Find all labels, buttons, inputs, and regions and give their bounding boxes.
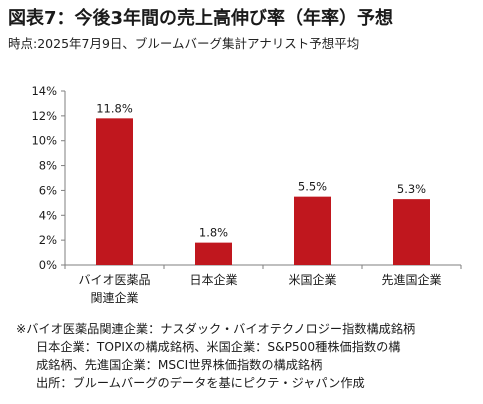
x-category-label: 米国企業 — [288, 272, 336, 287]
bar — [96, 118, 133, 265]
footnote-line: 出所：ブルームバーグのデータを基にピクテ・ジャパン作成 — [36, 376, 365, 390]
bar — [294, 196, 331, 265]
bar-value-label: 5.3% — [397, 182, 426, 196]
x-category-label: バイオ医薬品 — [78, 273, 150, 287]
bar-chart-svg: 0% 2% 4% 6% 8% 10% 12% 14% 11.8% バイオ医薬品関連企業 1.8% 日本… — [31, 84, 462, 305]
footnotes: ※バイオ医薬品関連企業：ナスダック・バイオテクノロジー指数構成銘柄 日本企業：T… — [16, 320, 478, 392]
y-tick-label: 0% — [39, 258, 57, 272]
chart-title: 図表7：今後3年間の売上高伸び率（年率）予想 — [8, 8, 394, 29]
y-tick-label: 8% — [39, 159, 57, 173]
footnote-line: 成銘柄、先進国企業：MSCI世界株価指数の構成銘柄 — [36, 358, 323, 372]
bar-chart: 0% 2% 4% 6% 8% 10% 12% 14% 11.8% バイオ医薬品 関連企業 1.8% 日本… — [8, 54, 474, 308]
chart-subtitle: 時点:2025年7月9日、ブルームバーグ集計アナリスト予想平均 — [8, 36, 360, 51]
x-category-label: 関連企業 — [90, 290, 138, 305]
y-tick-label: 10% — [31, 134, 57, 148]
y-tick-label: 12% — [31, 109, 57, 123]
y-tick-label: 6% — [39, 183, 57, 197]
bar — [393, 199, 430, 265]
y-tick-label: 14% — [31, 84, 57, 98]
footnote-line: ※バイオ医薬品関連企業：ナスダック・バイオテクノロジー指数構成銘柄 — [16, 322, 416, 336]
bar — [195, 242, 232, 265]
footnote-line: 日本企業：TOPIXの構成銘柄、米国企業：S&P500種株価指数の構 — [36, 340, 401, 354]
bar-value-label: 1.8% — [199, 226, 228, 240]
y-tick-label: 4% — [39, 208, 57, 222]
y-tick-label: 2% — [39, 233, 57, 247]
x-category-label: 先進国企業 — [381, 272, 441, 287]
bar-value-label: 11.8% — [96, 101, 133, 115]
bar-value-label: 5.5% — [298, 180, 327, 194]
x-category-label: 日本企業 — [189, 272, 237, 287]
